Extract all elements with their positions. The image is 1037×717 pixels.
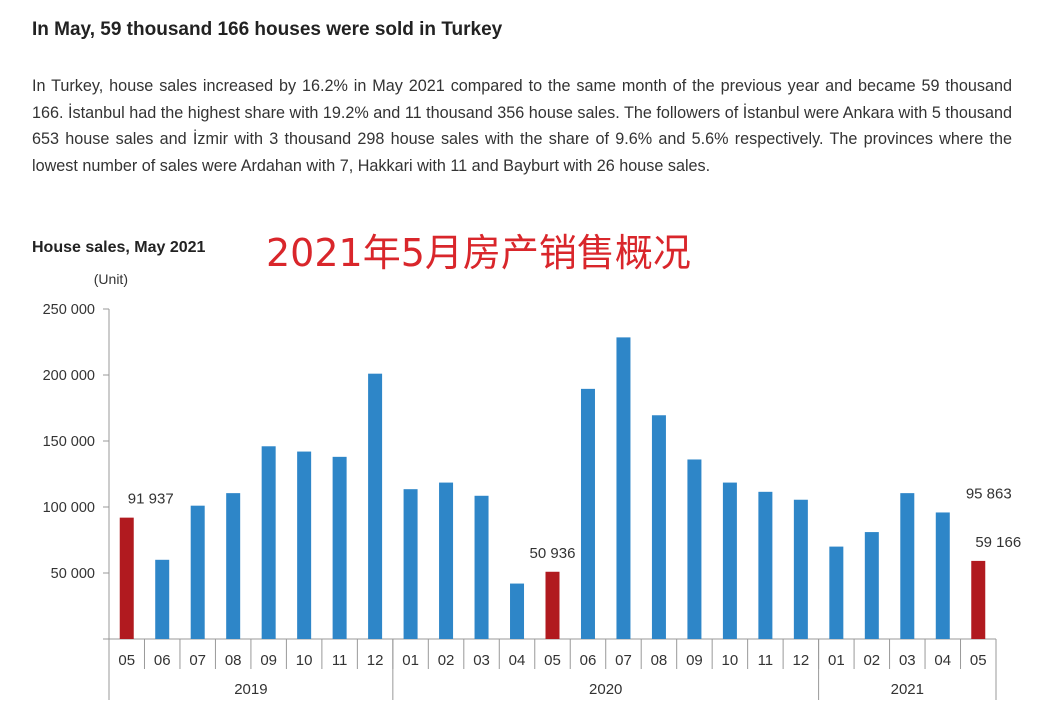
x-tick-label: 11 — [758, 652, 774, 669]
bar — [332, 456, 347, 639]
bar — [864, 532, 879, 639]
data-label: 50 936 — [530, 545, 576, 562]
x-tick-label: 02 — [863, 652, 880, 669]
bar — [510, 583, 525, 639]
bar-chart: (Unit) 50 000 100 000 150 000 200 000 250 000… — [43, 271, 1021, 700]
y-axis-label: (Unit) — [94, 271, 128, 287]
x-tick-label: 04 — [509, 652, 526, 669]
x-tick-label: 09 — [686, 652, 703, 669]
y-tick-label: 200 000 — [43, 368, 95, 384]
x-tick-label: 06 — [154, 652, 171, 669]
bar — [580, 388, 595, 639]
x-tick-label: 12 — [367, 652, 384, 669]
bar — [616, 337, 631, 639]
bar — [190, 505, 205, 639]
bar — [155, 559, 170, 639]
bar — [935, 512, 950, 639]
x-tick-label: 03 — [899, 652, 916, 669]
bar — [722, 482, 737, 639]
x-tick-label: 09 — [260, 652, 277, 669]
data-label: 95 863 — [966, 485, 1012, 502]
bar — [829, 546, 844, 639]
bar — [439, 482, 454, 639]
chart-title: House sales, May 2021 — [32, 239, 206, 256]
x-tick-label: 10 — [722, 652, 739, 669]
year-label: 2019 — [234, 681, 267, 698]
x-tick-label: 05 — [544, 652, 561, 669]
year-label: 2020 — [589, 681, 622, 698]
bar — [297, 451, 312, 639]
x-tick-label: 08 — [651, 652, 668, 669]
summary-paragraph: In Turkey, house sales increased by 16.2… — [32, 77, 1012, 175]
x-tick-label: 03 — [473, 652, 490, 669]
x-tick-label: 10 — [296, 652, 313, 669]
bar — [687, 459, 702, 639]
x-tick-label: 01 — [828, 652, 845, 669]
x-tick-label: 08 — [225, 652, 242, 669]
bar — [261, 446, 276, 639]
x-tick-label: 07 — [189, 652, 206, 669]
x-tick-label: 02 — [438, 652, 455, 669]
x-tick-label: 07 — [615, 652, 632, 669]
x-tick-label: 11 — [332, 652, 348, 669]
bar — [793, 499, 808, 639]
x-tick-label: 05 — [970, 652, 987, 669]
y-tick-label: 50 000 — [51, 566, 95, 582]
x-tick-label: 05 — [118, 652, 135, 669]
year-label: 2021 — [891, 681, 924, 698]
x-tick-label: 06 — [580, 652, 597, 669]
bar — [119, 517, 134, 639]
bar — [368, 373, 383, 639]
bar — [474, 495, 489, 639]
page-title: In May, 59 thousand 166 houses were sold… — [32, 19, 503, 40]
y-tick-label: 100 000 — [43, 500, 95, 516]
bar — [226, 493, 241, 639]
x-tick-label: 01 — [402, 652, 419, 669]
y-tick-label: 250 000 — [43, 302, 95, 318]
y-tick-label: 150 000 — [43, 434, 95, 450]
bar — [545, 571, 560, 639]
data-label: 91 937 — [128, 491, 174, 508]
overlay-caption: 2021年5月房产销售概况 — [266, 231, 691, 275]
bar — [651, 415, 666, 639]
x-tick-label: 12 — [793, 652, 810, 669]
bar — [971, 560, 986, 639]
bar — [900, 493, 915, 639]
bar — [403, 489, 418, 639]
data-label: 59 166 — [975, 534, 1021, 551]
x-tick-label: 04 — [934, 652, 951, 669]
bar — [758, 491, 773, 639]
